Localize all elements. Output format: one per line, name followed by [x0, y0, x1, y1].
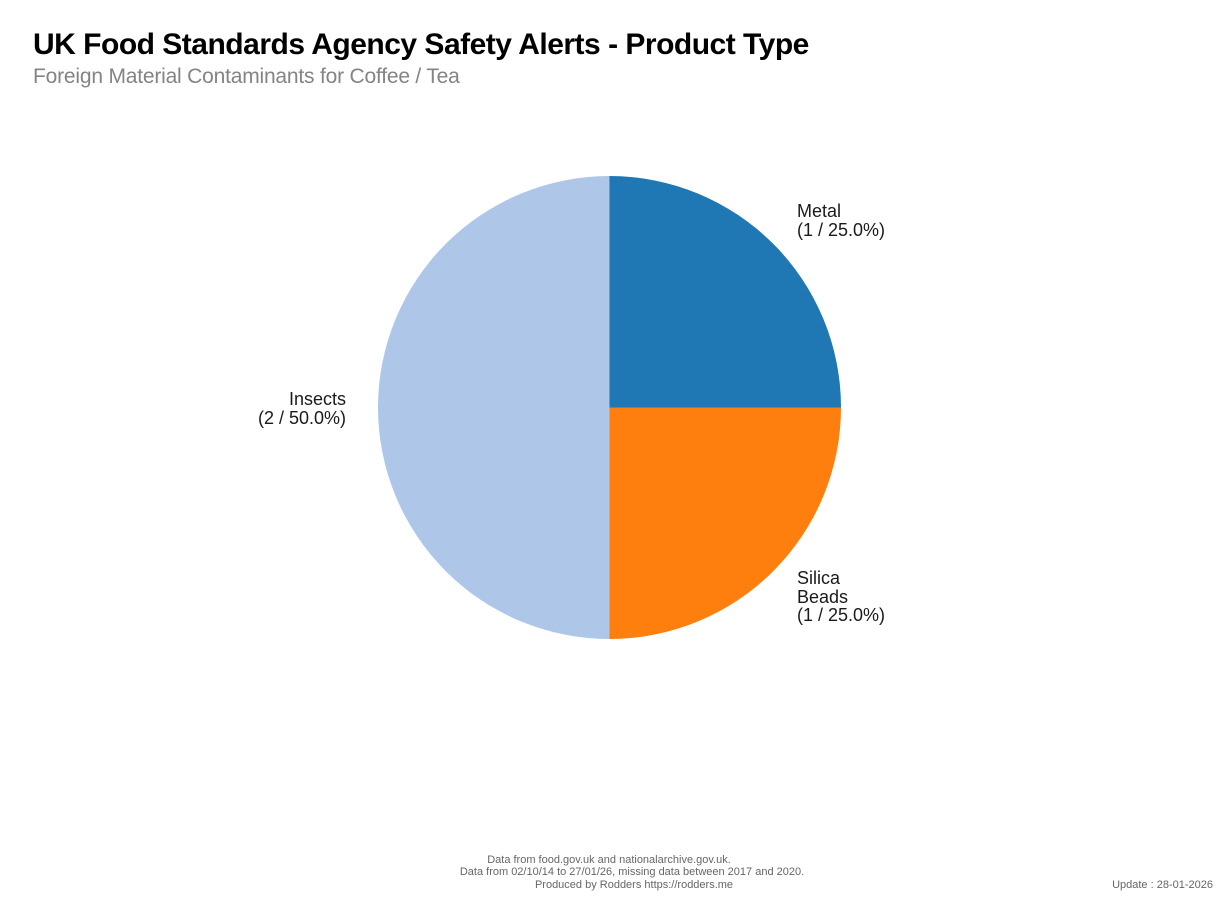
chart-subtitle: Foreign Material Contaminants for Coffee…: [33, 65, 460, 88]
slice-label-insects-name: Insects: [288, 389, 346, 409]
chart-title: UK Food Standards Agency Safety Alerts -…: [33, 28, 809, 61]
slice-label-metal: Metal (1 / 25.0%): [797, 202, 885, 239]
slice-label-silica-beads: Silica Beads (1 / 25.0%): [797, 569, 885, 625]
slice-label-silica-name-2: Beads: [797, 586, 849, 607]
update-date: Update : 28-01-2026: [1112, 879, 1213, 891]
pie-chart: [378, 176, 841, 639]
slice-label-metal-value: (1 / 25.0%): [797, 219, 886, 240]
slice-label-insects-value: (2 / 50.0%): [257, 407, 346, 428]
footer-produced-by: Produced by Rodders https://rodders.me: [534, 879, 734, 891]
slice-label-silica-name-1: Silica: [797, 568, 841, 588]
footer-data-range: Data from 02/10/14 to 27/01/26, missing …: [459, 866, 805, 878]
slice-label-metal-name: Metal: [797, 201, 842, 221]
slice-label-insects: Insects (2 / 50.0%): [258, 390, 346, 427]
slice-label-silica-value: (1 / 25.0%): [797, 605, 886, 625]
footer-data-source: Data from food.gov.uk and nationalarchiv…: [487, 854, 731, 866]
